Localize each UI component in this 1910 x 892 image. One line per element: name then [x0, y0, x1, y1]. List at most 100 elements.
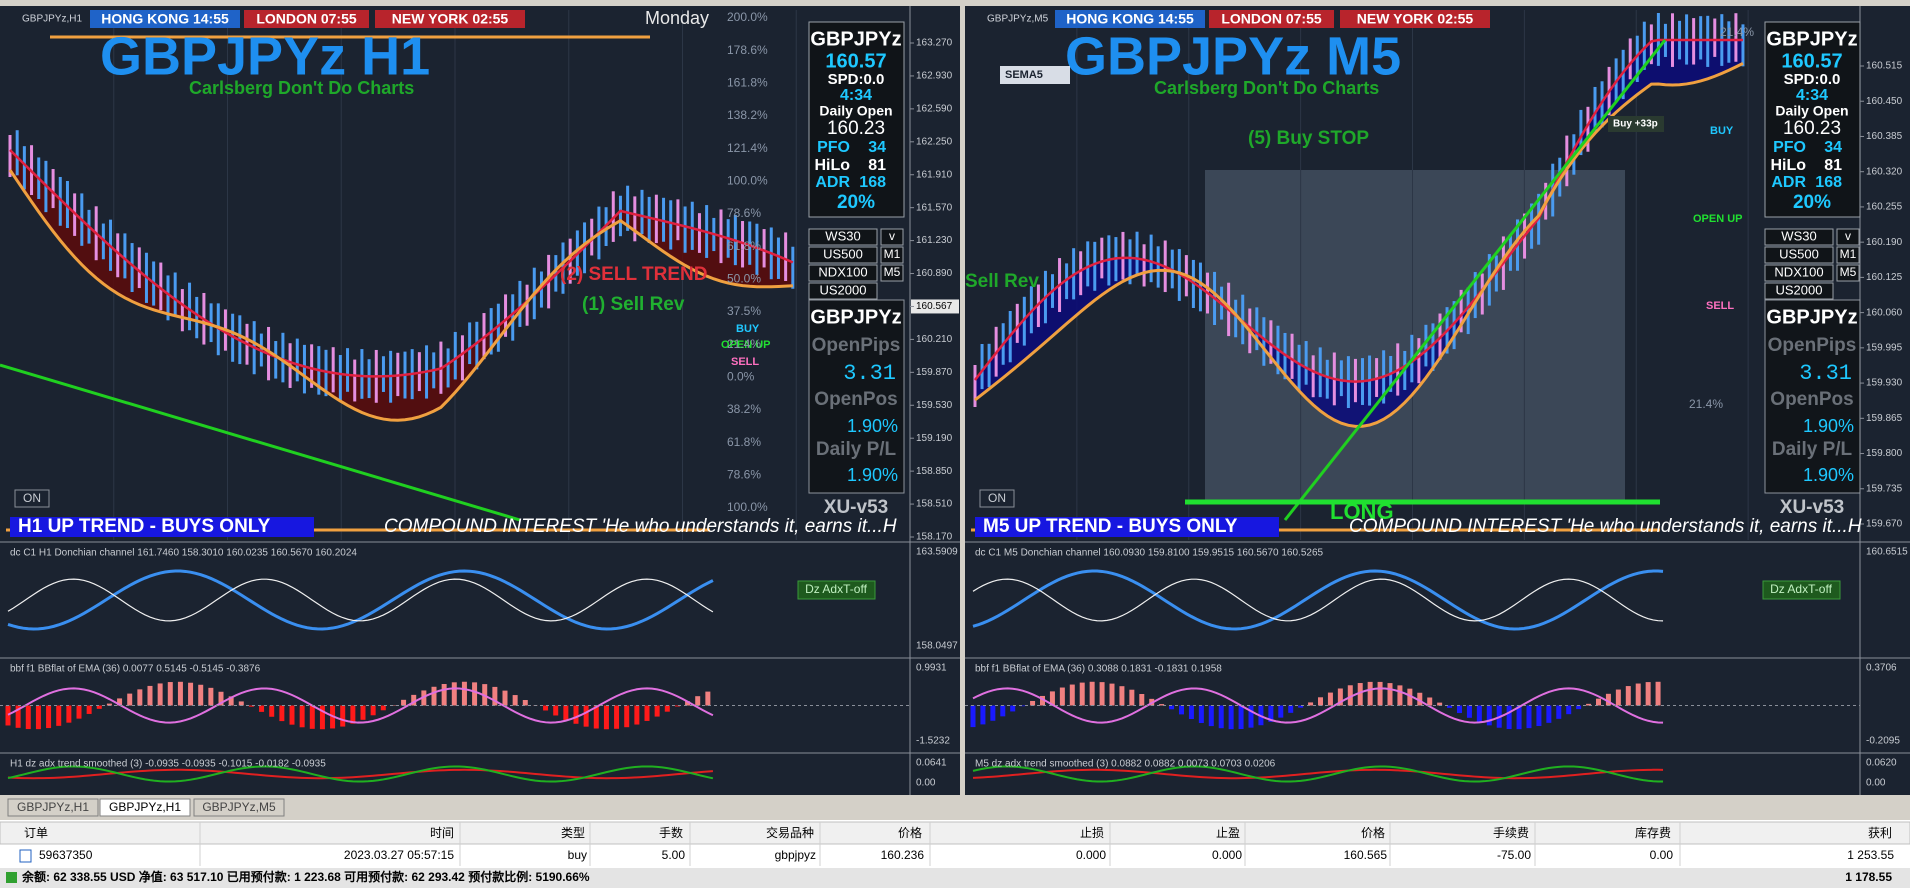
annotation: SELL	[1706, 300, 1734, 312]
tab	[193, 798, 285, 817]
info-spread: SPD:0.0	[828, 71, 885, 88]
fib-label: 78.6%	[727, 206, 761, 220]
fib-label: 0.0%	[727, 370, 755, 384]
indicator-axis-label: 0.0620	[1866, 758, 1897, 769]
info-label: HiLo	[1770, 157, 1806, 174]
timeframe-button	[880, 228, 904, 246]
symbol-button-label: NDX100	[1774, 264, 1823, 279]
fib-label: 21.4%	[727, 337, 761, 351]
cell: 160.565	[1344, 848, 1388, 862]
fib-label: 121.4%	[727, 141, 768, 155]
symbol-button-label: WS30	[825, 228, 860, 243]
symbol-button-label: US2000	[820, 282, 867, 297]
pl-value: 3.31	[1799, 361, 1852, 386]
annotation: Buy +33p	[1613, 119, 1658, 130]
range-box	[1205, 170, 1625, 500]
on-button-label: ON	[23, 491, 41, 505]
column-header: 订单	[24, 826, 48, 840]
chart-title: GBPJPYz H1	[100, 26, 430, 86]
clock: HONG KONG 14:55	[1066, 11, 1194, 27]
info-value: 20%	[1793, 192, 1831, 213]
indicator-axis-label: 158.0497	[916, 641, 958, 652]
ma-line	[974, 38, 1743, 383]
annotation: BUY	[736, 323, 760, 335]
pl-label: Daily P/L	[816, 439, 897, 460]
fib-label: 61.8%	[727, 435, 761, 449]
info-value: 20%	[837, 192, 875, 213]
pl-symbol: GBPJPYz	[1766, 306, 1857, 328]
tab-label: GBPJPYz,H1	[17, 800, 89, 814]
cell: 0.000	[1212, 848, 1242, 862]
annotation: BUY	[1710, 125, 1734, 137]
indicator-axis-label: -1.5232	[916, 736, 950, 747]
trend-label: M5 UP TREND - BUYS ONLY	[983, 516, 1238, 537]
total: 1 178.55	[1845, 870, 1892, 884]
info-value: 34	[1824, 139, 1842, 156]
symbol-button-label: US500	[1779, 246, 1819, 261]
indicator-button-label: Dz AdxT-off	[1770, 582, 1832, 596]
pl-box	[808, 299, 905, 494]
on-button	[14, 489, 50, 508]
clock-box	[90, 10, 240, 28]
info-label: Daily Open	[1775, 103, 1848, 119]
cell: 160.236	[881, 848, 925, 862]
indicator-line	[7, 687, 714, 724]
timeframe-button	[1836, 246, 1860, 264]
clock: NEW YORK 02:55	[1357, 11, 1474, 27]
trend-bar	[975, 517, 1279, 537]
chart-subtitle: Carlsberg Don't Do Charts	[189, 78, 414, 98]
fib-label: 100.0%	[727, 500, 768, 514]
symbol-tag: GBPJPYz,M5	[987, 14, 1049, 25]
column-header: 止盈	[1216, 826, 1240, 840]
fib-label: 178.6%	[727, 43, 768, 57]
price-highlight	[911, 299, 959, 314]
cell: -75.00	[1497, 848, 1531, 862]
info-value: 34	[868, 139, 886, 156]
annotation: (1) Sell Rev	[582, 294, 685, 315]
column-header: 止损	[1080, 826, 1104, 840]
price-axis-label: 161.570	[916, 202, 953, 213]
balance-bg	[0, 868, 1910, 888]
pl-label: OpenPips	[1768, 335, 1857, 356]
indicator-line	[972, 687, 1664, 724]
cell: 0.00	[1650, 848, 1674, 862]
price-axis-label: 159.800	[1866, 448, 1903, 459]
balance: 余额: 62 338.55 USD 净值: 63 517.10 已用预付款: 1…	[21, 869, 590, 884]
symbol-button	[808, 282, 878, 300]
timeframe-label: v	[1845, 229, 1851, 243]
clock-box	[244, 10, 369, 28]
indicator-line	[7, 578, 714, 622]
price-axis-label: 160.060	[1866, 307, 1903, 318]
clock: HONG KONG 14:55	[101, 11, 229, 27]
price-axis-label: 161.910	[916, 169, 953, 180]
clock: NEW YORK 02:55	[392, 11, 509, 27]
info-price: 160.57	[1781, 50, 1842, 72]
column-header: 交易品种	[766, 825, 814, 840]
fib-label: 200.0%	[727, 10, 768, 24]
clock: LONDON 07:55	[1221, 11, 1322, 27]
info-spread: SPD:0.0	[1784, 71, 1841, 88]
indicator-label: M5 dz adx trend smoothed (3) 0.0882 0.08…	[975, 759, 1276, 770]
pl-value: 1.90%	[847, 416, 898, 436]
pl-value: 3.31	[843, 361, 896, 386]
symbol-button	[1764, 246, 1834, 264]
timeframe-label: M5	[1840, 265, 1857, 279]
on-button-label: ON	[988, 491, 1006, 505]
indicator-button	[1762, 580, 1841, 600]
symbol-button-label: US2000	[1776, 282, 1823, 297]
pl-label: OpenPos	[814, 389, 897, 410]
info-value: 81	[868, 157, 886, 174]
indicator-line	[972, 768, 1664, 780]
tab	[99, 798, 191, 817]
pl-value: 1.90%	[1803, 416, 1854, 436]
ma-line	[8, 169, 793, 422]
price-axis-label: 160.255	[1866, 202, 1903, 213]
indicator-axis-label: 0.00	[916, 778, 936, 789]
indicator-axis-label: -0.2095	[1866, 736, 1900, 747]
price-axis-label: 159.865	[1866, 413, 1903, 424]
ticker: COMPOUND INTEREST 'He who understands it…	[384, 516, 897, 537]
indicator-axis-label: 163.5909	[916, 547, 958, 558]
info-symbol: GBPJPYz	[1766, 28, 1857, 50]
info-box	[1764, 21, 1861, 218]
